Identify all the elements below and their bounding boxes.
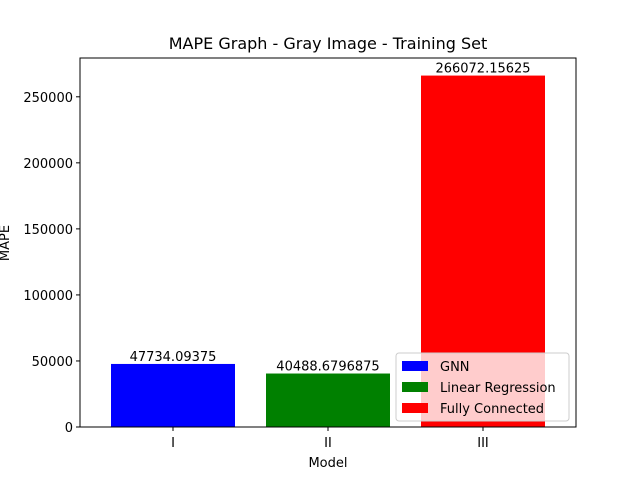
bar-I xyxy=(111,363,235,427)
legend-swatch-1 xyxy=(402,382,428,392)
x-tick-label-III: III xyxy=(477,436,489,451)
y-tick-label-4: 200000 xyxy=(23,157,73,172)
y-tick-label-2: 100000 xyxy=(23,289,73,304)
x-tick-label-II: II xyxy=(324,436,332,451)
y-tick-label-1: 50000 xyxy=(32,355,73,370)
legend-frame xyxy=(395,352,570,422)
bar-II xyxy=(266,373,390,427)
x-axis-label: Model xyxy=(308,456,347,471)
data-label-III: 266072.15625 xyxy=(435,62,530,77)
y-tick-label-0: 0 xyxy=(65,421,73,436)
legend-swatch-0 xyxy=(402,361,428,371)
legend-swatch-2 xyxy=(402,403,428,413)
plot-area-frame xyxy=(79,57,577,428)
y-tick-label-5: 250000 xyxy=(23,91,73,106)
legend: GNN Linear Regression Fully Connected xyxy=(395,352,570,422)
x-tick-label-I: I xyxy=(171,436,175,451)
chart-title: MAPE Graph - Gray Image - Training Set xyxy=(169,34,488,53)
data-label-II: 40488.6796875 xyxy=(276,360,379,375)
legend-label-1: Linear Regression xyxy=(440,381,556,396)
y-axis-label: MAPE xyxy=(0,225,13,261)
data-label-I: 47734.09375 xyxy=(130,350,217,365)
legend-label-2: Fully Connected xyxy=(440,402,544,417)
legend-label-0: GNN xyxy=(440,360,470,375)
y-tick-label-3: 150000 xyxy=(23,223,73,238)
